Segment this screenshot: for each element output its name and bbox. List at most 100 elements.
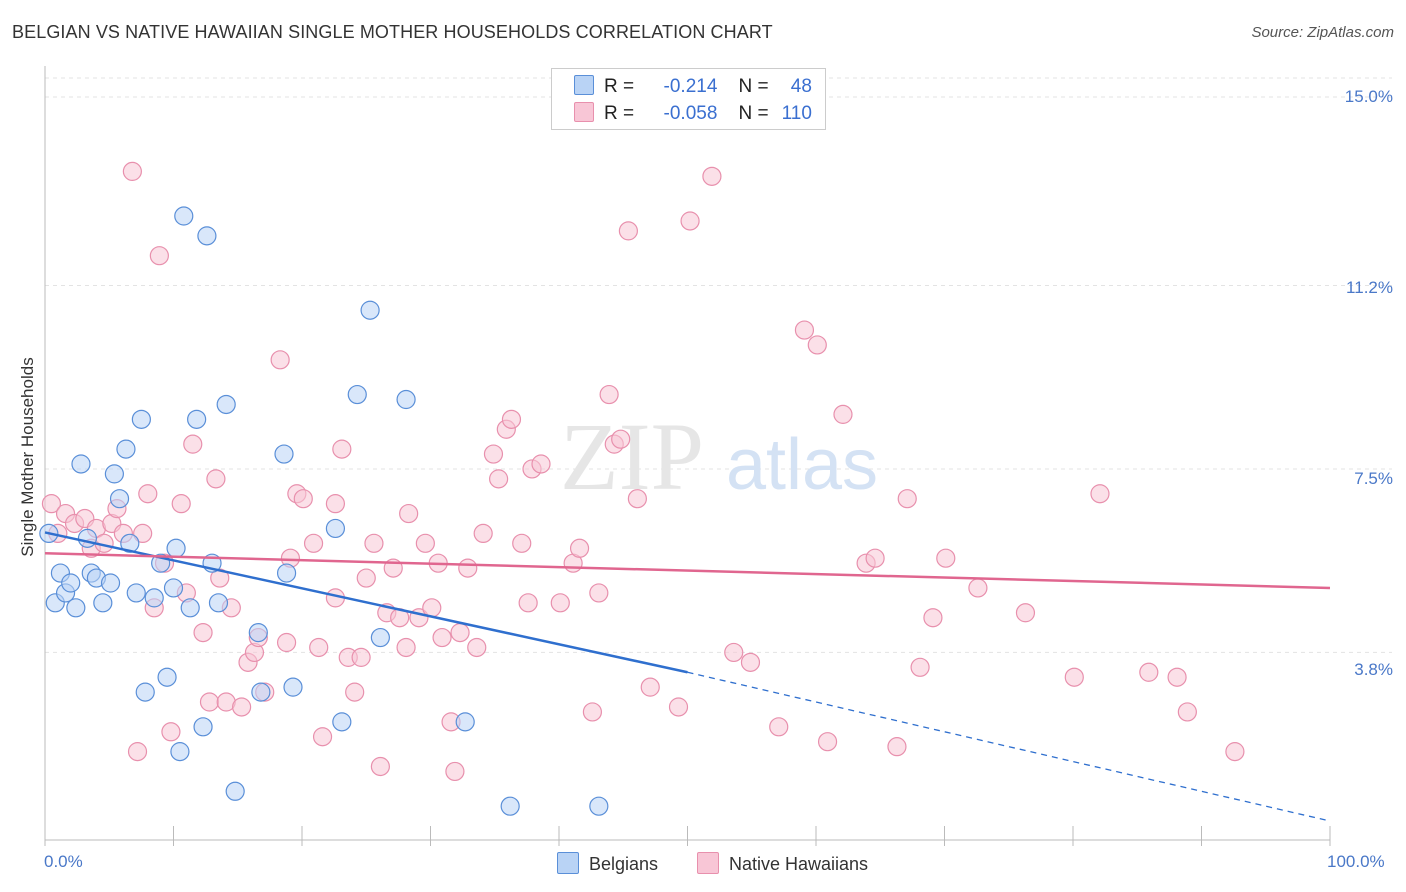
native-hawaiians-point bbox=[356, 568, 376, 588]
y-axis-label: Single Mother Households bbox=[18, 357, 37, 557]
belgians-point bbox=[174, 206, 194, 226]
belgians-point bbox=[71, 454, 91, 474]
legend-r-value-belgians: -0.214 bbox=[663, 76, 718, 97]
native-hawaiians-point bbox=[483, 444, 504, 464]
native-hawaiians-point bbox=[270, 350, 290, 370]
native-hawaiians-point bbox=[599, 384, 619, 405]
belgians-point bbox=[116, 439, 136, 459]
belgians-point bbox=[216, 394, 236, 415]
bottom-legend-belgians: Belgians bbox=[557, 852, 658, 875]
belgians-point bbox=[157, 667, 177, 687]
belgians-point bbox=[126, 583, 146, 603]
native-hawaiians-point bbox=[122, 161, 142, 181]
legend-swatch-belgians bbox=[574, 75, 594, 95]
native-hawaiians-point bbox=[569, 538, 590, 558]
native-hawaiians-point bbox=[887, 737, 907, 757]
belgians-point bbox=[120, 533, 140, 553]
native-hawaiians-point bbox=[923, 608, 943, 628]
legend-row-belgians: R = -0.214 N = 48 bbox=[574, 75, 812, 99]
belgians-point bbox=[131, 409, 151, 429]
native-hawaiians-point bbox=[1225, 742, 1245, 762]
native-hawaiians-point bbox=[458, 558, 478, 578]
native-hawaiians-point bbox=[41, 494, 62, 514]
belgians-point bbox=[360, 300, 380, 320]
native-hawaiians-point bbox=[325, 494, 346, 514]
native-hawaiians-point bbox=[149, 246, 169, 266]
native-hawaiians-point bbox=[1139, 662, 1159, 682]
native-hawaiians-point bbox=[817, 732, 838, 752]
native-hawaiians-point bbox=[450, 622, 470, 643]
legend-row-native-hawaiians: R = -0.058 N = 110 bbox=[574, 102, 812, 126]
native-hawaiians-point bbox=[127, 742, 148, 762]
legend-r-label: R = bbox=[604, 76, 635, 97]
native-hawaiians-trend-line bbox=[44, 551, 1331, 590]
legend-n-value-belgians: 48 bbox=[790, 76, 812, 97]
belgians-point bbox=[109, 489, 130, 509]
watermark: ZIP atlas bbox=[560, 403, 878, 510]
belgians-point bbox=[77, 528, 98, 548]
native-hawaiians-point bbox=[501, 409, 522, 429]
legend-n-label: N = bbox=[738, 76, 769, 97]
belgians-point bbox=[208, 593, 229, 613]
native-hawaiians-point bbox=[276, 632, 297, 653]
belgians-point bbox=[500, 796, 520, 816]
belgians-point bbox=[66, 598, 86, 618]
native-hawaiians-point bbox=[489, 469, 509, 489]
native-hawaiians-point bbox=[627, 489, 647, 509]
native-hawaiians-point bbox=[445, 761, 465, 782]
belgians-point bbox=[455, 712, 475, 732]
native-hawaiians-point bbox=[1177, 702, 1197, 722]
native-hawaiians-point bbox=[668, 697, 689, 717]
belgians-point bbox=[251, 682, 271, 702]
belgians-point bbox=[193, 717, 213, 737]
bottom-legend-label-native-hawaiians: Native Hawaiians bbox=[729, 854, 869, 874]
native-hawaiians-point bbox=[512, 533, 532, 553]
legend-swatch-native-hawaiians bbox=[574, 102, 594, 122]
native-hawaiians-point bbox=[183, 434, 203, 454]
trend-lines bbox=[44, 531, 1331, 822]
native-hawaiians-point bbox=[396, 637, 416, 658]
belgians-point bbox=[283, 677, 303, 697]
native-hawaiians-point bbox=[161, 722, 181, 742]
belgians-point bbox=[589, 796, 609, 816]
native-hawaiians-point bbox=[611, 429, 631, 449]
native-hawaiians-point bbox=[415, 533, 435, 553]
native-hawaiians-point bbox=[550, 593, 570, 613]
native-hawaiians-point bbox=[206, 469, 226, 489]
native-hawaiians-point bbox=[133, 523, 153, 544]
native-hawaiians-point bbox=[199, 692, 220, 712]
legend-n-value-native-hawaiians: 110 bbox=[781, 103, 812, 124]
belgians-point bbox=[347, 384, 367, 405]
belgians-point bbox=[93, 593, 113, 613]
native-hawaiians-point bbox=[794, 320, 815, 340]
native-hawaiians-point bbox=[351, 647, 371, 667]
native-hawaiians-point bbox=[936, 548, 956, 568]
native-hawaiians-point bbox=[303, 533, 324, 553]
belgians-point bbox=[135, 682, 155, 702]
belgians-point bbox=[144, 588, 164, 608]
native-hawaiians-point bbox=[1064, 667, 1084, 687]
y-tick-label-11-2: 11.2% bbox=[1346, 278, 1393, 297]
native-hawaiians-point bbox=[531, 454, 551, 474]
native-hawaiians-point bbox=[467, 637, 487, 658]
bottom-legend-swatch-belgians bbox=[557, 852, 579, 874]
source-credit: Source: ZipAtlas.com bbox=[1251, 24, 1394, 41]
native-hawaiians-point bbox=[769, 717, 789, 737]
native-hawaiians-point bbox=[640, 677, 660, 697]
native-hawaiians-point bbox=[293, 489, 313, 509]
native-hawaiians-point bbox=[897, 489, 917, 509]
native-hawaiians-point bbox=[910, 657, 930, 677]
native-hawaiians-point bbox=[432, 627, 452, 648]
belgians-point bbox=[332, 712, 352, 732]
belgians-point bbox=[325, 518, 346, 539]
belgians-point bbox=[396, 389, 416, 410]
grid-lines bbox=[45, 77, 1392, 653]
native-hawaiians-point bbox=[1167, 667, 1187, 687]
belgians-point bbox=[163, 578, 184, 598]
belgians-point bbox=[197, 226, 217, 246]
belgians-point bbox=[166, 538, 186, 558]
bottom-legend-native-hawaiians: Native Hawaiians bbox=[697, 852, 868, 875]
belgians-point bbox=[248, 622, 268, 643]
native-hawaiians-point bbox=[968, 578, 988, 598]
